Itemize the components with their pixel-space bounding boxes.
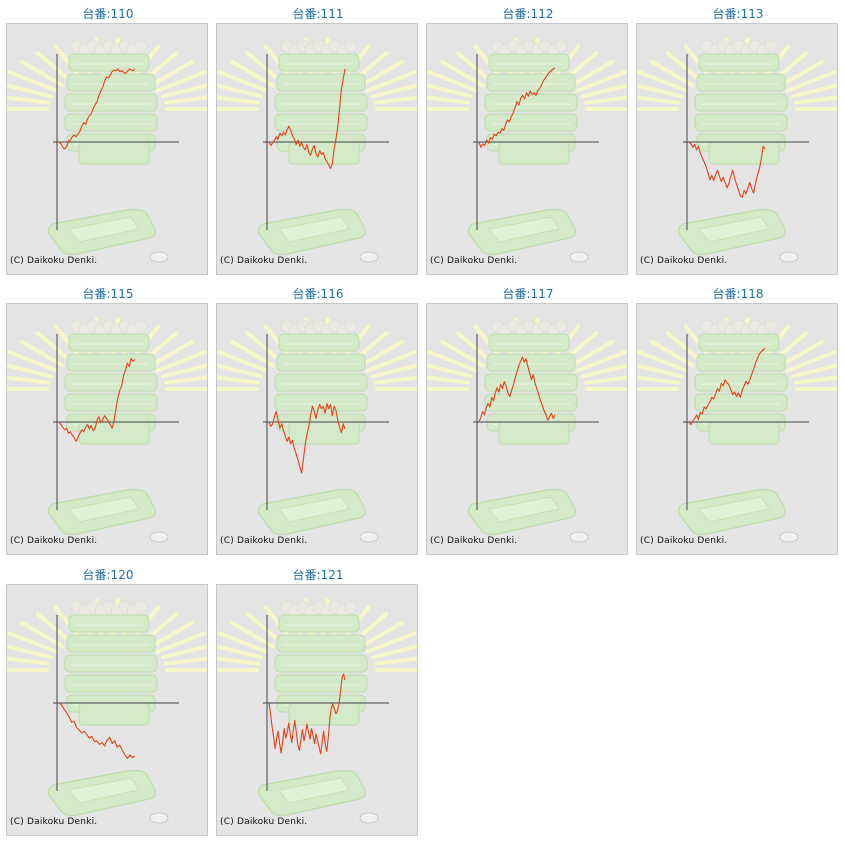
slump-graph: [217, 24, 417, 274]
copyright-text: (C) Daikoku Denki.: [430, 536, 518, 546]
chart-frame[interactable]: (C) Daikoku Denki.: [6, 303, 208, 555]
data-series-line: [688, 347, 766, 426]
copyright-text: (C) Daikoku Denki.: [640, 536, 728, 546]
copyright-text: (C) Daikoku Denki.: [10, 256, 98, 266]
chart-frame[interactable]: (C) Daikoku Denki.: [216, 584, 418, 836]
machine-chart-card: 台番:117 (C) Daikoku Denki.: [426, 283, 630, 555]
copyright-text: (C) Daikoku Denki.: [220, 536, 308, 546]
background-art: [217, 304, 417, 554]
chart-frame[interactable]: (C) Daikoku Denki.: [216, 23, 418, 275]
machine-number-link[interactable]: 台番:111: [292, 7, 344, 21]
slump-graph: [7, 585, 207, 835]
data-series-line: [478, 356, 556, 423]
copyright-text: (C) Daikoku Denki.: [10, 817, 98, 827]
machine-number-link[interactable]: 台番:113: [712, 7, 764, 21]
chart-frame[interactable]: (C) Daikoku Denki.: [6, 584, 208, 836]
machine-number-link[interactable]: 台番:116: [292, 287, 344, 301]
data-series-line: [58, 68, 136, 150]
machine-number-link[interactable]: 台番:120: [82, 568, 134, 582]
copyright-text: (C) Daikoku Denki.: [220, 256, 308, 266]
data-series-line: [268, 68, 346, 169]
machine-number-link[interactable]: 台番:118: [712, 287, 764, 301]
background-art: [217, 585, 417, 835]
data-series-line: [268, 402, 346, 474]
machine-number-link[interactable]: 台番:117: [502, 287, 554, 301]
slump-graph: [637, 24, 837, 274]
slump-graph: [427, 304, 627, 554]
data-series-line: [688, 141, 766, 198]
machine-chart-card: 台番:110 (C) Daikoku Denki.: [6, 3, 210, 275]
background-art: [7, 24, 207, 274]
data-series-line: [478, 67, 556, 148]
copyright-text: (C) Daikoku Denki.: [220, 817, 308, 827]
chart-frame[interactable]: (C) Daikoku Denki.: [216, 303, 418, 555]
data-series-line: [58, 358, 136, 442]
background-art: [7, 304, 207, 554]
data-series-line: [268, 673, 346, 755]
machine-number-link[interactable]: 台番:112: [502, 7, 554, 21]
slump-graph: [427, 24, 627, 274]
slump-graph: [217, 585, 417, 835]
chart-frame[interactable]: (C) Daikoku Denki.: [426, 23, 628, 275]
copyright-text: (C) Daikoku Denki.: [430, 256, 518, 266]
machine-chart-card: 台番:113 (C) Daikoku Denki.: [636, 3, 840, 275]
slump-graph: [637, 304, 837, 554]
machine-chart-card: 台番:112 (C) Daikoku Denki.: [426, 3, 630, 275]
slump-graph: [7, 304, 207, 554]
slump-graph: [7, 24, 207, 274]
machine-number-link[interactable]: 台番:121: [292, 568, 344, 582]
machine-chart-card: 台番:115 (C) Daikoku Denki.: [6, 283, 210, 555]
background-art: [427, 24, 627, 274]
slump-graph: [217, 304, 417, 554]
machine-number-link[interactable]: 台番:115: [82, 287, 134, 301]
background-art: [427, 304, 627, 554]
background-art: [217, 24, 417, 274]
chart-frame[interactable]: (C) Daikoku Denki.: [636, 23, 838, 275]
copyright-text: (C) Daikoku Denki.: [640, 256, 728, 266]
copyright-text: (C) Daikoku Denki.: [10, 536, 98, 546]
machine-number-link[interactable]: 台番:110: [82, 7, 134, 21]
chart-frame[interactable]: (C) Daikoku Denki.: [426, 303, 628, 555]
machine-chart-card: 台番:111 (C) Daikoku Denki.: [216, 3, 420, 275]
machine-chart-card: 台番:116 (C) Daikoku Denki.: [216, 283, 420, 555]
machine-chart-card: 台番:121 (C) Daikoku Denki.: [216, 564, 420, 836]
chart-frame[interactable]: (C) Daikoku Denki.: [636, 303, 838, 555]
machine-chart-card: 台番:118 (C) Daikoku Denki.: [636, 283, 840, 555]
background-art: [637, 304, 837, 554]
background-art: [637, 24, 837, 274]
chart-frame[interactable]: (C) Daikoku Denki.: [6, 23, 208, 275]
data-series-line: [58, 702, 136, 759]
machine-chart-card: 台番:120 (C) Daikoku Denki.: [6, 564, 210, 836]
background-art: [7, 585, 207, 835]
